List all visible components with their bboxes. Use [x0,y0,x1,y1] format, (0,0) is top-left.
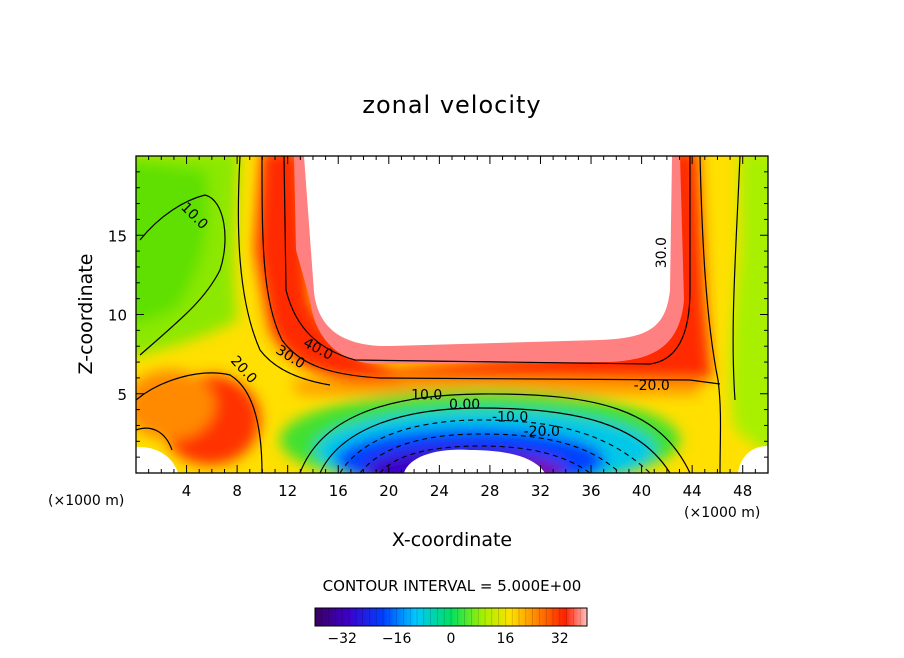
x-tick-label: 48 [733,482,752,500]
x-axis-title: X-coordinate [392,529,512,551]
contour-label: 0.00 [449,397,480,413]
colorbar-tick-label: 0 [447,631,456,647]
contour-line [732,156,741,401]
y-tick-label: 5 [117,386,127,404]
y-tick-labels: 5 10 15 [108,227,127,404]
x-tick-label: 32 [531,482,550,500]
contour-line [136,372,263,473]
x-tick-label: 40 [632,482,651,500]
colorbar-tick-label: 16 [496,631,514,647]
y-axis-title: Z-coordinate [75,254,97,375]
field-masked-top [304,156,672,347]
contour-line [261,156,721,385]
colorbar-ticks: −32 −16 0 16 32 [327,631,568,647]
x-tick-label: 12 [278,482,297,500]
contour-label: 30.0 [654,237,670,268]
x-tick-label: 28 [480,482,499,500]
colorbar-stripes [321,608,581,626]
x-tick-label: 20 [379,482,398,500]
contour-line [699,156,722,473]
contour-line [136,427,173,451]
x-tick-label: 16 [329,482,348,500]
colorbar-tick-label: −16 [382,631,412,647]
x-axis-unit-left: (×1000 m) [48,493,124,509]
colorbar-tick-label: −32 [327,631,357,647]
contour-line-negative [339,419,651,473]
x-tick-label: 8 [232,482,242,500]
field-masked-bottom-left [136,446,178,473]
plot-area [136,156,768,473]
contour-line [139,194,226,356]
field-green-core [136,161,209,325]
field-orange-shelf [290,380,700,395]
x-tick-labels: 4 8 12 16 20 24 28 32 36 40 44 48 [182,482,752,500]
chart-title: zonal velocity [362,91,541,119]
field-green-right [730,156,768,454]
contour-label: -20.0 [524,424,560,440]
contour-line [319,407,671,473]
contour-label: -20.0 [634,378,670,394]
field-red-right-band [400,156,712,380]
x-tick-label: 4 [182,482,192,500]
y-tick-label: 10 [108,307,127,325]
contour-line [283,156,691,365]
x-axis-unit-right: (×1000 m) [684,505,760,521]
contour-line-negative [359,433,621,473]
y-tick-label: 15 [108,227,127,245]
x-tick-label: 24 [430,482,449,500]
contour-label: -10.0 [492,410,528,426]
axis-ticks [136,156,768,473]
contour-line [237,156,331,386]
field-red-left-band [255,156,400,381]
field-masked-bottom-right [738,446,768,473]
contour-line [299,393,691,473]
contour-line-negative [379,445,591,473]
colorbar-tick-label: 32 [551,631,569,647]
contour-label: 10.0 [411,387,442,403]
x-tick-label: 36 [581,482,600,500]
colorbar [314,607,588,627]
x-tick-label: 44 [683,482,702,500]
contour-interval-text: CONTOUR INTERVAL = 5.000E+00 [323,577,582,595]
